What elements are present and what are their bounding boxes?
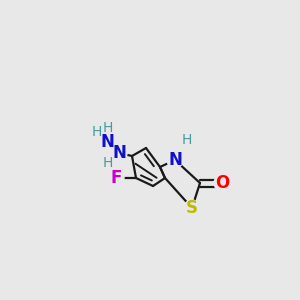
Circle shape bbox=[184, 200, 200, 216]
Circle shape bbox=[167, 152, 183, 168]
Text: F: F bbox=[110, 169, 122, 187]
Circle shape bbox=[101, 121, 115, 135]
Text: H: H bbox=[92, 125, 102, 139]
Text: H: H bbox=[182, 133, 192, 147]
Text: S: S bbox=[186, 199, 198, 217]
Circle shape bbox=[101, 156, 115, 170]
Circle shape bbox=[90, 125, 104, 139]
Circle shape bbox=[111, 145, 127, 161]
Circle shape bbox=[108, 170, 124, 186]
Circle shape bbox=[99, 134, 115, 150]
Text: O: O bbox=[215, 174, 229, 192]
Text: N: N bbox=[100, 133, 114, 151]
Circle shape bbox=[214, 175, 230, 191]
Text: H: H bbox=[103, 156, 113, 170]
Text: N: N bbox=[112, 144, 126, 162]
Circle shape bbox=[180, 133, 194, 147]
Text: H: H bbox=[103, 121, 113, 135]
Text: N: N bbox=[168, 151, 182, 169]
